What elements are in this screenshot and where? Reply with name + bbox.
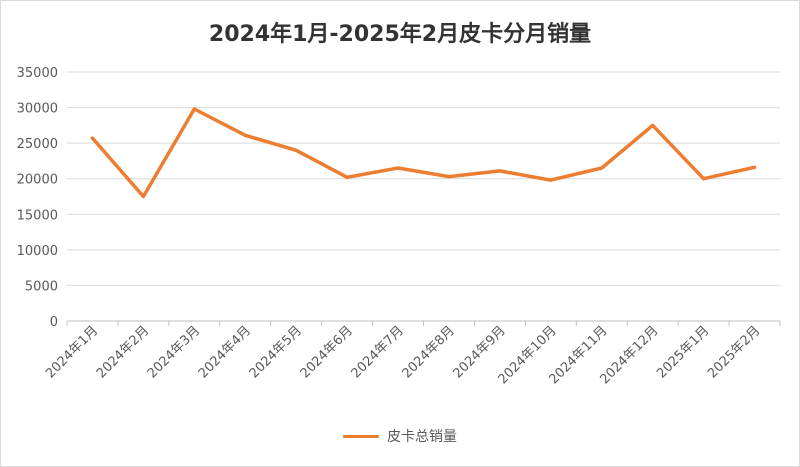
y-axis: 0 5000 10000 15000 20000 25000 30000 35000 [17, 66, 58, 330]
y-tick-label: 5000 [25, 279, 58, 294]
y-tick-label: 10000 [17, 244, 58, 259]
data-point [498, 169, 502, 173]
data-point [192, 107, 196, 111]
y-tick-label: 30000 [17, 102, 58, 117]
x-tick-label: 2024年2月 [94, 323, 152, 381]
data-point [549, 178, 553, 182]
data-point [396, 166, 400, 170]
x-tick-label: 2024年4月 [196, 323, 254, 381]
x-tick-label: 2025年1月 [654, 323, 712, 381]
y-tick-label: 35000 [17, 66, 58, 81]
legend: 皮卡总销量 [0, 426, 800, 446]
y-tick-label: 0 [50, 315, 58, 330]
x-tick-label: 2025年2月 [705, 323, 763, 381]
series-line [90, 107, 757, 199]
data-point [243, 133, 247, 137]
x-axis: 2024年1月2024年2月2024年3月2024年4月2024年5月2024年… [43, 320, 781, 387]
legend-label: 皮卡总销量 [387, 429, 457, 445]
x-tick-label: 2024年3月 [145, 323, 203, 381]
x-tick-label: 2024年6月 [298, 323, 356, 381]
data-point [141, 194, 145, 199]
x-tick-label: 2024年1月 [43, 323, 101, 381]
data-point [345, 175, 349, 179]
legend-swatch [343, 434, 379, 438]
x-tick-label: 2024年5月 [247, 323, 305, 381]
x-tick-label: 2024年8月 [400, 323, 458, 381]
series-layer [90, 107, 757, 199]
data-point [600, 166, 604, 170]
data-point [447, 174, 451, 179]
chart-title: 2024年1月-2025年2月皮卡分月销量 [208, 22, 592, 47]
data-point [752, 165, 757, 169]
y-tick-label: 20000 [17, 173, 58, 188]
data-point [651, 123, 655, 127]
data-point [702, 177, 706, 181]
y-tick-label: 25000 [17, 137, 58, 152]
x-tick-label: 2024年7月 [349, 323, 407, 381]
data-point [294, 148, 298, 152]
data-point [90, 136, 95, 140]
gridlines [67, 71, 780, 286]
y-tick-label: 15000 [17, 208, 58, 223]
